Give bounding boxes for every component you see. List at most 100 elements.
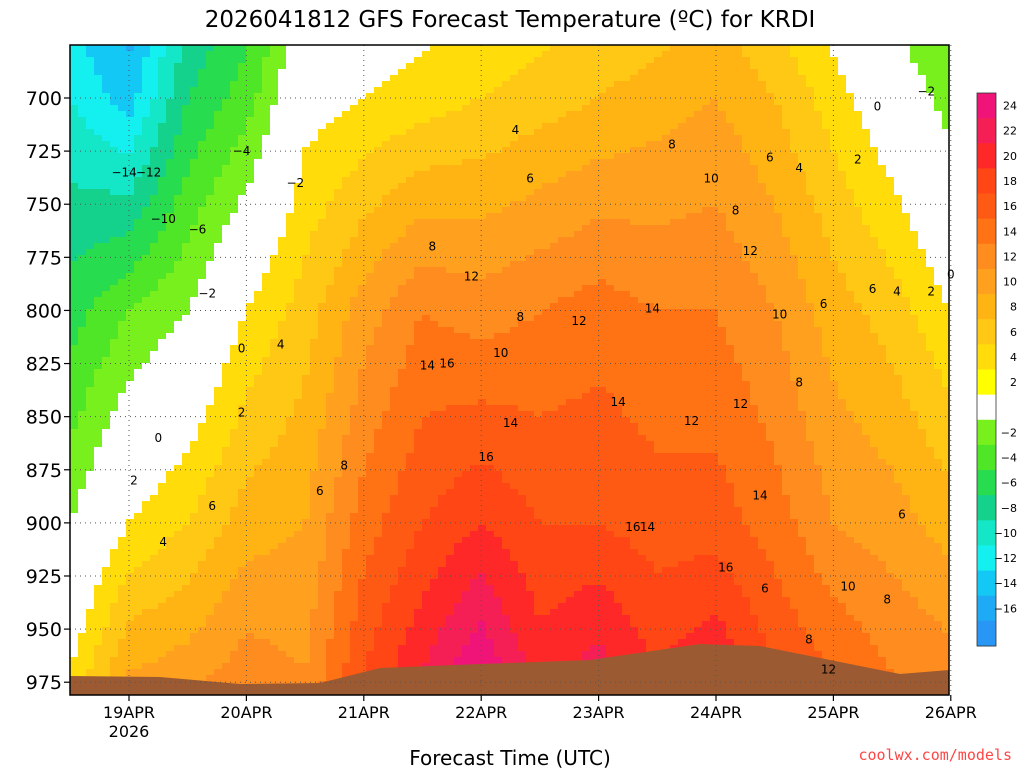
temperature-cell: [126, 465, 134, 471]
temperature-cell: [358, 663, 366, 669]
temperature-cell: [278, 561, 286, 567]
temperature-cell: [182, 153, 190, 159]
temperature-cell: [398, 531, 406, 537]
temperature-cell: [230, 435, 238, 441]
temperature-cell: [398, 561, 406, 567]
temperature-cell: [262, 483, 270, 489]
temperature-cell: [246, 483, 254, 489]
temperature-cell: [310, 255, 318, 261]
temperature-cell: [158, 369, 166, 375]
temperature-cell: [326, 213, 334, 219]
temperature-cell: [254, 447, 262, 453]
temperature-cell: [78, 45, 86, 51]
temperature-cell: [406, 441, 414, 447]
temperature-cell: [398, 447, 406, 453]
temperature-cell: [166, 333, 174, 339]
temperature-cell: [134, 405, 142, 411]
temperature-cell: [174, 429, 182, 435]
temperature-cell: [166, 399, 174, 405]
temperature-cell: [326, 423, 334, 429]
temperature-cell: [246, 183, 254, 189]
temperature-cell: [102, 441, 110, 447]
temperature-cell: [198, 597, 206, 603]
temperature-cell: [342, 207, 350, 213]
temperature-cell: [406, 285, 414, 291]
temperature-cell: [334, 651, 342, 657]
temperature-cell: [294, 129, 302, 135]
temperature-cell: [158, 525, 166, 531]
temperature-cell: [278, 627, 286, 633]
temperature-cell: [342, 501, 350, 507]
temperature-cell: [350, 141, 358, 147]
temperature-cell: [366, 501, 374, 507]
temperature-cell: [254, 381, 262, 387]
temperature-cell: [174, 303, 182, 309]
temperature-cell: [358, 609, 366, 615]
temperature-cell: [142, 291, 150, 297]
temperature-cell: [102, 411, 110, 417]
temperature-cell: [422, 639, 430, 645]
temperature-cell: [406, 525, 414, 531]
temperature-cell: [142, 255, 150, 261]
temperature-cell: [374, 135, 382, 141]
temperature-cell: [318, 453, 326, 459]
temperature-cell: [158, 441, 166, 447]
temperature-cell: [206, 285, 214, 291]
temperature-cell: [230, 381, 238, 387]
temperature-cell: [406, 597, 414, 603]
temperature-cell: [406, 267, 414, 273]
temperature-cell: [390, 393, 398, 399]
temperature-cell: [150, 387, 158, 393]
temperature-cell: [390, 129, 398, 135]
temperature-cell: [358, 87, 366, 93]
temperature-cell: [134, 369, 142, 375]
temperature-cell: [126, 567, 134, 573]
temperature-cell: [238, 399, 246, 405]
temperature-cell: [214, 183, 222, 189]
temperature-cell: [390, 105, 398, 111]
temperature-cell: [222, 267, 230, 273]
temperature-cell: [182, 177, 190, 183]
temperature-cell: [246, 405, 254, 411]
temperature-cell: [294, 519, 302, 525]
temperature-cell: [214, 417, 222, 423]
temperature-cell: [350, 435, 358, 441]
temperature-cell: [334, 123, 342, 129]
temperature-cell: [102, 93, 110, 99]
temperature-cell: [262, 441, 270, 447]
temperature-cell: [326, 93, 334, 99]
temperature-cell: [318, 249, 326, 255]
temperature-cell: [110, 561, 118, 567]
temperature-cell: [174, 129, 182, 135]
temperature-cell: [222, 399, 230, 405]
temperature-cell: [398, 567, 406, 573]
temperature-cell: [342, 249, 350, 255]
temperature-cell: [254, 345, 262, 351]
temperature-cell: [174, 321, 182, 327]
temperature-cell: [78, 141, 86, 147]
temperature-cell: [334, 267, 342, 273]
temperature-cell: [134, 51, 142, 57]
temperature-cell: [334, 465, 342, 471]
temperature-cell: [430, 447, 438, 453]
temperature-cell: [326, 543, 334, 549]
temperature-cell: [166, 663, 174, 669]
temperature-cell: [326, 249, 334, 255]
temperature-cell: [166, 429, 174, 435]
temperature-cell: [246, 369, 254, 375]
temperature-cell: [286, 249, 294, 255]
temperature-cell: [166, 435, 174, 441]
temperature-cell: [118, 483, 126, 489]
temperature-cell: [382, 435, 390, 441]
temperature-cell: [326, 387, 334, 393]
temperature-cell: [270, 621, 278, 627]
temperature-cell: [206, 513, 214, 519]
temperature-cell: [310, 159, 318, 165]
temperature-cell: [182, 141, 190, 147]
temperature-cell: [222, 639, 230, 645]
temperature-cell: [366, 435, 374, 441]
temperature-cell: [206, 393, 214, 399]
temperature-cell: [302, 423, 310, 429]
temperature-cell: [422, 339, 430, 345]
temperature-cell: [238, 111, 246, 117]
